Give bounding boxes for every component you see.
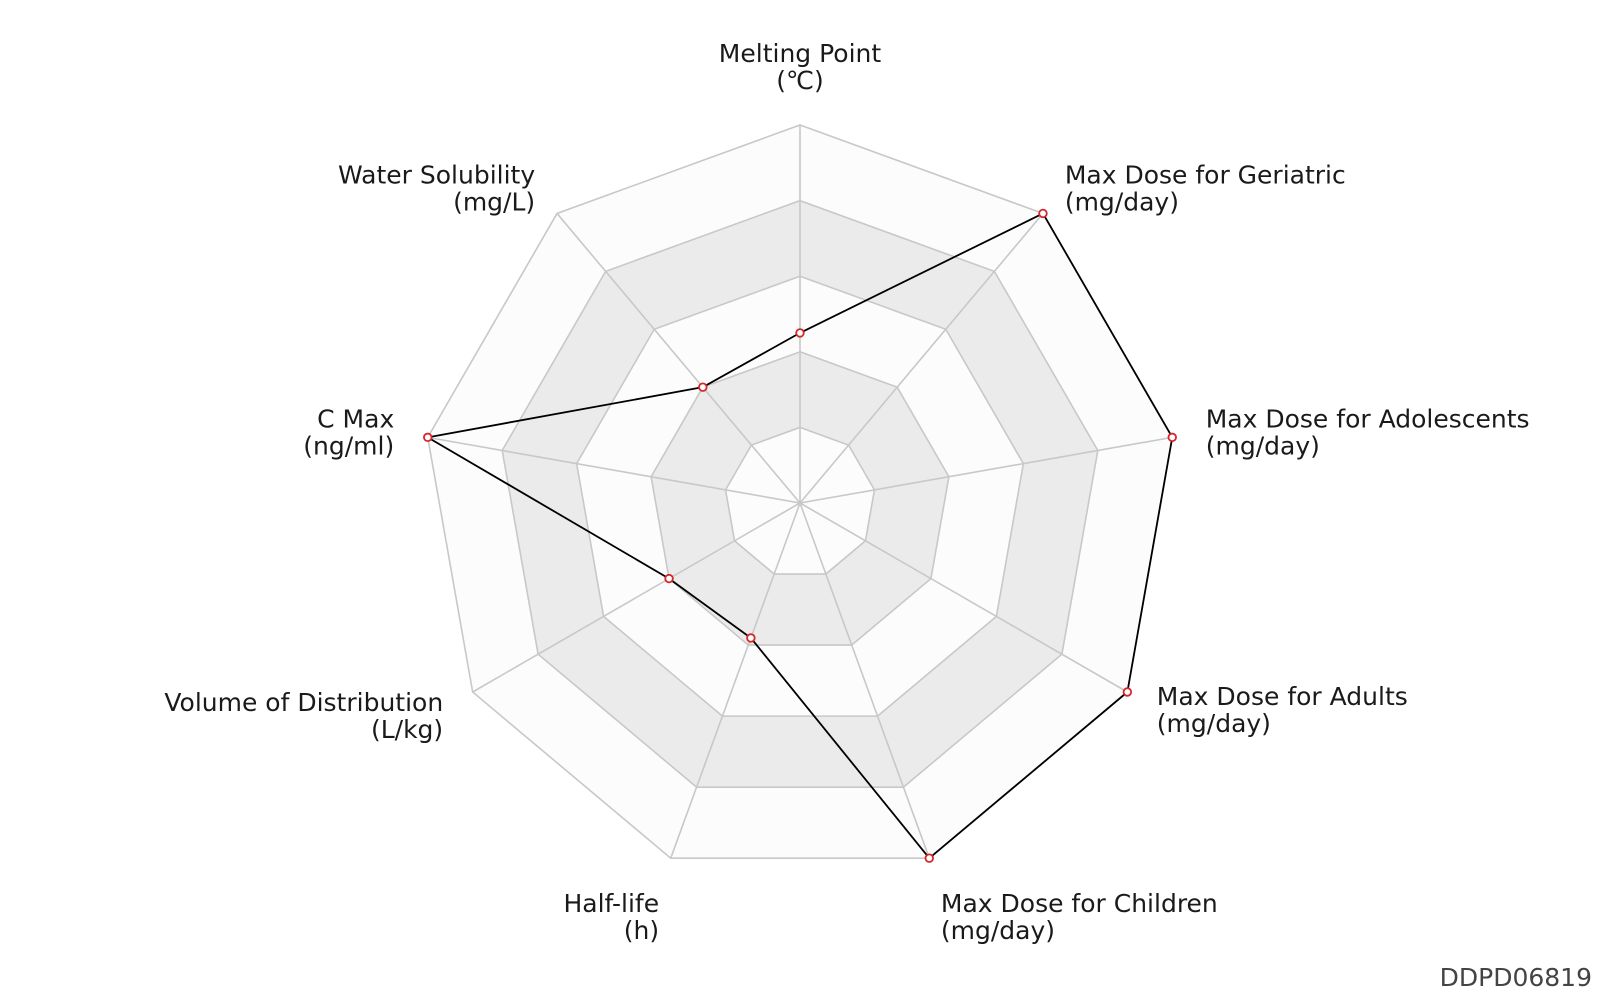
axis-name: Half-life	[563, 889, 659, 918]
axis-name: Max Dose for Geriatric	[1065, 160, 1346, 189]
axis-labels: Melting Point (℃)Max Dose for Geriatric (m…	[164, 39, 1529, 945]
data-point-8	[423, 432, 433, 443]
axis-label-1: Melting Point (℃)	[719, 39, 882, 95]
axis-unit: (mg/day)	[1157, 709, 1271, 738]
radar-series	[423, 208, 1177, 863]
spoke-4	[799, 502, 1128, 693]
radar-spokes	[427, 125, 1173, 859]
axis-unit: (mg/day)	[941, 916, 1055, 945]
data-point-3	[1167, 432, 1177, 443]
spoke-8	[427, 436, 801, 504]
axis-label-6: Half-life (h)	[563, 889, 659, 945]
data-point-2	[1038, 208, 1048, 219]
axis-label-3: Max Dose for Adolescents (mg/day)	[1206, 404, 1530, 460]
axis-unit: (mg/day)	[1065, 187, 1179, 216]
axis-label-5: Max Dose for Children (mg/day)	[941, 889, 1218, 945]
spoke-7	[472, 502, 801, 693]
axis-label-4: Max Dose for Adults (mg/day)	[1157, 682, 1408, 738]
data-point-1	[795, 328, 805, 338]
axis-unit: (℃)	[776, 66, 824, 95]
axis-name: Max Dose for Children	[941, 889, 1218, 918]
data-point-6	[746, 633, 756, 643]
axis-name: Melting Point	[719, 39, 882, 68]
data-point-5	[924, 853, 934, 863]
spoke-2	[799, 212, 1044, 504]
spoke-6	[669, 502, 801, 859]
axis-name: Max Dose for Adults	[1157, 682, 1408, 711]
axis-label-9: Water Solubility (mg/L)	[338, 160, 535, 216]
axis-name: C Max	[317, 404, 394, 433]
axis-label-7: Volume of Distribution (L/kg)	[164, 688, 443, 744]
axis-unit: (h)	[624, 916, 659, 945]
axis-name: Water Solubility	[338, 160, 535, 189]
spoke-5	[799, 502, 931, 859]
spoke-9	[556, 212, 801, 504]
axis-unit: (L/kg)	[371, 715, 443, 744]
axis-label-2: Max Dose for Geriatric (mg/day)	[1065, 160, 1346, 216]
series-line-1	[426, 212, 1174, 860]
data-point-4	[1122, 687, 1133, 697]
data-point-9	[698, 382, 708, 392]
data-point-7	[664, 573, 674, 584]
axis-name: Volume of Distribution	[164, 688, 443, 717]
axis-unit: (mg/L)	[453, 187, 535, 216]
axis-name: Max Dose for Adolescents	[1206, 404, 1530, 433]
axis-unit: (ng/ml)	[303, 431, 394, 460]
spoke-3	[799, 436, 1173, 504]
axis-unit: (mg/day)	[1206, 431, 1320, 460]
axis-label-8: C Max (ng/ml)	[303, 404, 394, 460]
chart-id-label: DDPD06819	[1439, 963, 1592, 992]
